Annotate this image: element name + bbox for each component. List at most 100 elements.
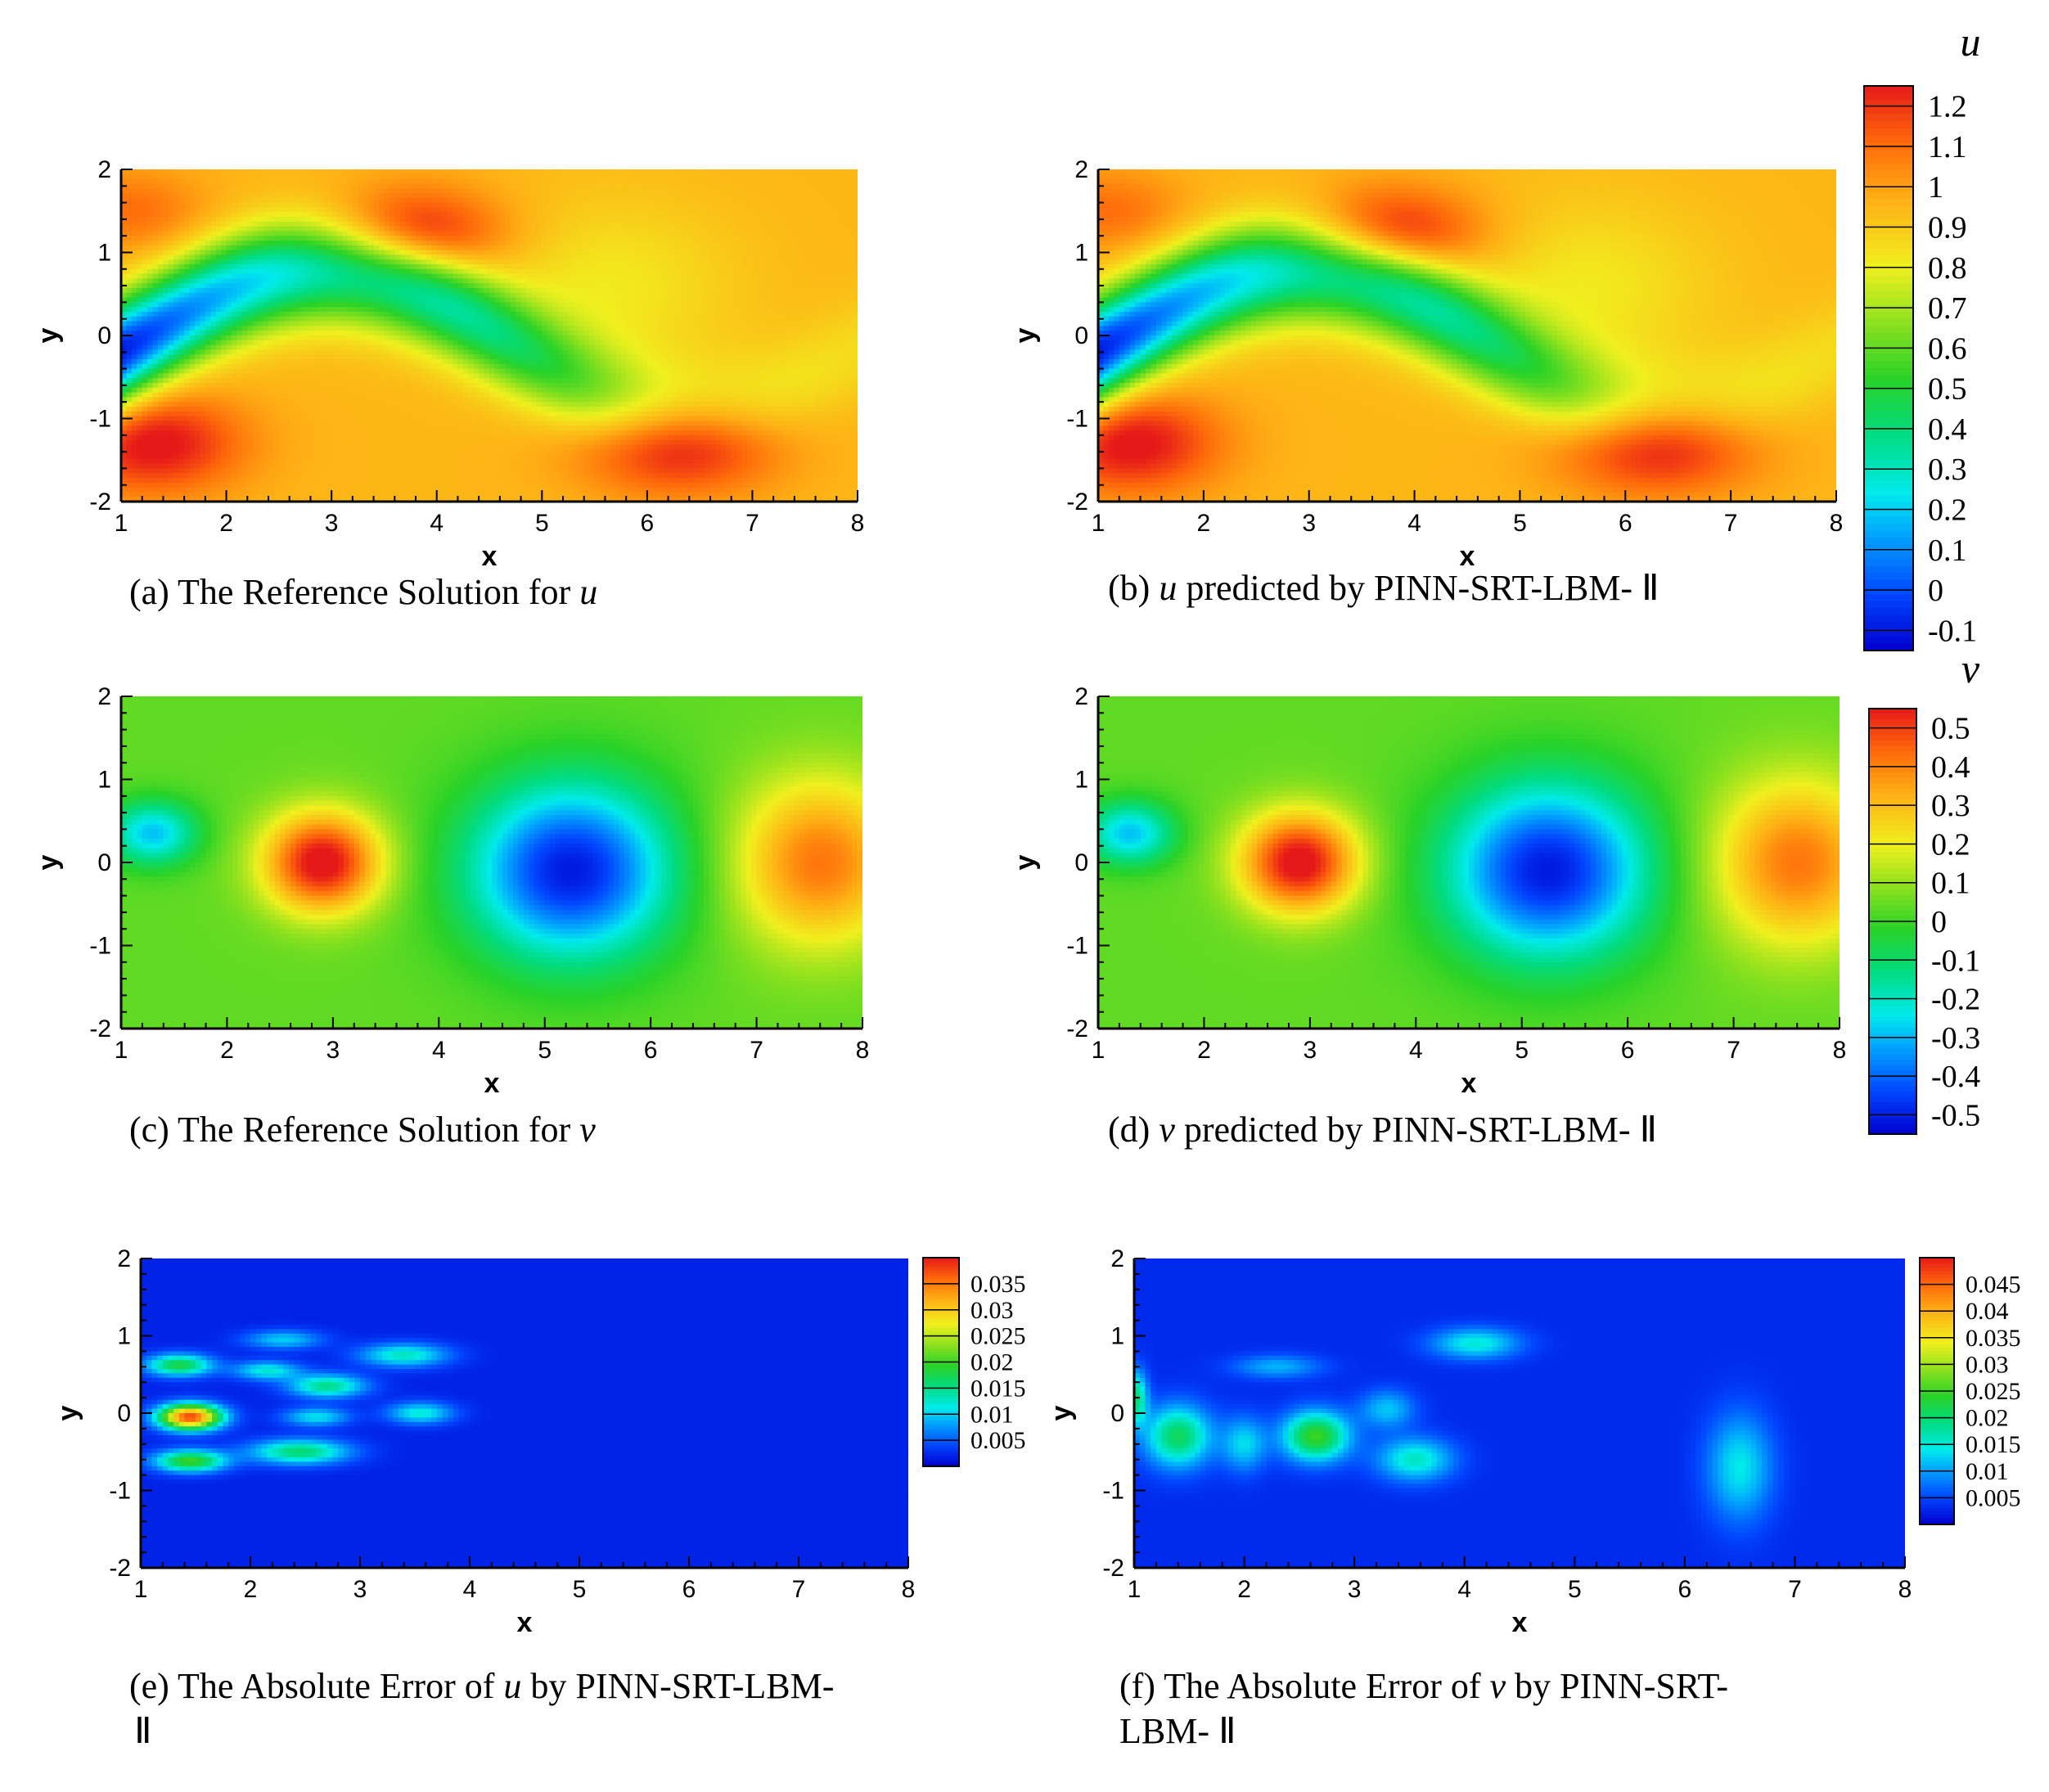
heatmap-cell xyxy=(678,221,685,227)
heatmap-cell xyxy=(489,212,496,218)
heatmap-cell xyxy=(668,331,674,336)
heatmap-cell xyxy=(683,316,691,322)
heatmap-cell xyxy=(568,169,574,175)
heatmap-cell xyxy=(168,226,175,232)
heatmap-cell xyxy=(284,197,290,204)
heatmap-cell xyxy=(431,326,438,332)
heatmap-cell xyxy=(757,326,764,332)
heatmap-cell xyxy=(763,307,769,313)
heatmap-cell xyxy=(336,335,343,341)
heatmap-cell xyxy=(557,335,564,341)
heatmap-cell xyxy=(195,250,201,256)
heatmap-cell xyxy=(741,207,748,214)
heatmap-cell xyxy=(673,292,680,299)
heatmap-cell xyxy=(821,273,827,280)
heatmap-cell xyxy=(583,316,591,322)
heatmap-cell xyxy=(552,193,559,199)
heatmap-cell xyxy=(831,250,838,256)
heatmap-cell xyxy=(615,335,622,341)
heatmap-cell xyxy=(284,236,290,241)
heatmap-cell xyxy=(694,236,701,241)
heatmap-cell xyxy=(841,297,849,304)
heatmap-cell xyxy=(579,297,585,304)
heatmap-cell xyxy=(510,297,517,304)
heatmap-cell xyxy=(468,321,475,327)
heatmap-cell xyxy=(347,302,354,308)
heatmap-cell xyxy=(505,212,511,218)
heatmap-cell xyxy=(152,207,159,214)
heatmap-cell xyxy=(178,241,186,246)
heatmap-cell xyxy=(694,302,701,308)
heatmap-cell xyxy=(221,245,227,251)
heatmap-cell xyxy=(368,173,375,180)
heatmap-cell xyxy=(442,312,448,317)
heatmap-cell xyxy=(542,312,548,317)
heatmap-cell xyxy=(342,221,349,227)
heatmap-cell xyxy=(468,245,475,251)
heatmap-cell xyxy=(589,236,596,241)
heatmap-cell xyxy=(689,307,696,313)
heatmap-cell xyxy=(273,283,280,289)
heatmap-cell xyxy=(137,316,143,322)
heatmap-cell xyxy=(268,236,275,241)
heatmap-cell xyxy=(426,278,433,285)
heatmap-cell xyxy=(195,178,201,185)
heatmap-cell xyxy=(373,217,380,223)
heatmap-cell xyxy=(447,283,453,289)
heatmap-cell xyxy=(258,292,264,299)
heatmap-cell xyxy=(126,292,133,299)
heatmap-cell xyxy=(363,169,370,175)
heatmap-cell xyxy=(778,254,785,261)
heatmap-cell xyxy=(494,335,501,341)
heatmap-cell xyxy=(258,183,264,190)
heatmap-cell xyxy=(505,264,511,270)
heatmap-cell xyxy=(847,288,853,294)
heatmap-cell xyxy=(241,212,249,218)
heatmap-cell xyxy=(689,297,696,304)
heatmap-cell xyxy=(705,268,711,275)
heatmap-cell xyxy=(715,226,722,232)
heatmap-cell xyxy=(605,183,611,190)
heatmap-cell xyxy=(637,236,643,241)
heatmap-cell xyxy=(289,254,296,261)
heatmap-cell xyxy=(678,226,685,232)
heatmap-cell xyxy=(600,197,606,204)
heatmap-cell xyxy=(379,273,385,280)
heatmap-cell xyxy=(200,231,206,237)
heatmap-cell xyxy=(295,241,301,246)
heatmap-cell xyxy=(278,236,286,241)
heatmap-cell xyxy=(399,302,407,308)
heatmap-cell xyxy=(142,321,149,327)
heatmap-cell xyxy=(646,217,654,223)
heatmap-cell xyxy=(542,335,548,341)
heatmap-cell xyxy=(226,321,232,327)
heatmap-cell xyxy=(326,169,333,175)
heatmap-cell xyxy=(399,245,407,251)
heatmap-cell xyxy=(689,193,696,199)
heatmap-cell xyxy=(689,302,696,308)
heatmap-cell xyxy=(336,241,343,246)
heatmap-cell xyxy=(447,307,453,313)
heatmap-cell xyxy=(368,197,375,204)
heatmap-cell xyxy=(368,188,375,194)
heatmap-cell xyxy=(841,312,849,317)
heatmap-cell xyxy=(468,207,475,214)
heatmap-cell xyxy=(673,297,680,304)
heatmap-cell xyxy=(236,283,243,289)
heatmap-cell xyxy=(852,169,858,175)
heatmap-cell xyxy=(205,207,212,214)
heatmap-cell xyxy=(847,202,853,209)
heatmap-cell xyxy=(205,188,212,194)
heatmap-cell xyxy=(731,207,738,214)
heatmap-cell xyxy=(642,226,648,232)
heatmap-cell xyxy=(336,221,343,227)
heatmap-cell xyxy=(295,207,301,214)
heatmap-cell xyxy=(689,268,696,275)
heatmap-cell xyxy=(673,188,680,194)
heatmap-cell xyxy=(210,268,217,275)
heatmap-cell xyxy=(315,288,322,294)
heatmap-cell xyxy=(768,169,775,175)
heatmap-cell xyxy=(663,288,669,294)
heatmap-cell xyxy=(789,173,795,180)
heatmap-cell xyxy=(663,302,669,308)
